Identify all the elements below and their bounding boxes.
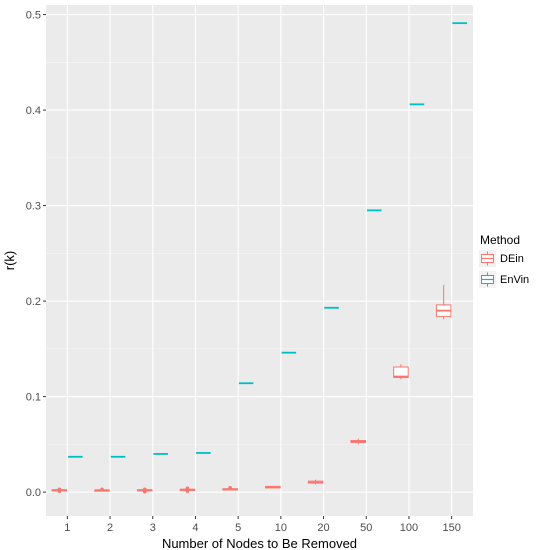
outlier-point — [185, 486, 190, 491]
x-tick-label: 10 — [275, 522, 287, 534]
outlier-point — [57, 487, 62, 492]
x-tick-label: 50 — [360, 522, 372, 534]
x-axis: 1 2 3 4 5 10 20 50 100 150 — [64, 516, 461, 534]
y-tick-label: 0.1 — [26, 392, 41, 404]
legend-label-envin: EnVin — [500, 274, 529, 286]
legend-key-envin — [479, 271, 496, 288]
x-tick-label: 2 — [107, 522, 113, 534]
outlier-point — [228, 486, 232, 490]
grid-minor — [46, 62, 473, 445]
x-tick-label: 100 — [400, 522, 418, 534]
outlier-point — [100, 487, 104, 492]
x-tick-label: 4 — [192, 522, 198, 534]
box — [393, 366, 409, 379]
legend: Method DEin EnVin — [479, 233, 529, 288]
x-tick-label: 3 — [150, 522, 156, 534]
boxplot-marks — [51, 22, 467, 494]
series-envin — [68, 22, 467, 458]
x-tick-label: 1 — [64, 522, 70, 534]
outlier-point — [185, 489, 190, 493]
y-tick-label: 0.5 — [26, 10, 41, 22]
y-tick-label: 0.4 — [26, 105, 41, 117]
x-axis-title: Number of Nodes to Be Removed — [162, 536, 357, 550]
y-tick-label: 0.2 — [26, 296, 41, 308]
y-tick-label: 0.3 — [26, 201, 41, 213]
y-axis-title: r(k) — [2, 251, 17, 271]
legend-key-dein — [479, 250, 496, 267]
x-tick-label: 150 — [442, 522, 460, 534]
outlier-point — [142, 487, 147, 492]
x-tick-label: 5 — [235, 522, 241, 534]
series-dein — [51, 284, 452, 494]
legend-label-dein: DEin — [500, 253, 524, 265]
grid-major — [46, 5, 473, 516]
x-tick-label: 20 — [317, 522, 329, 534]
plot-panel — [46, 5, 473, 516]
y-axis: 0.0 0.1 0.2 0.3 0.4 0.5 — [26, 10, 46, 499]
legend-title: Method — [480, 233, 520, 247]
y-tick-label: 0.0 — [26, 487, 41, 499]
